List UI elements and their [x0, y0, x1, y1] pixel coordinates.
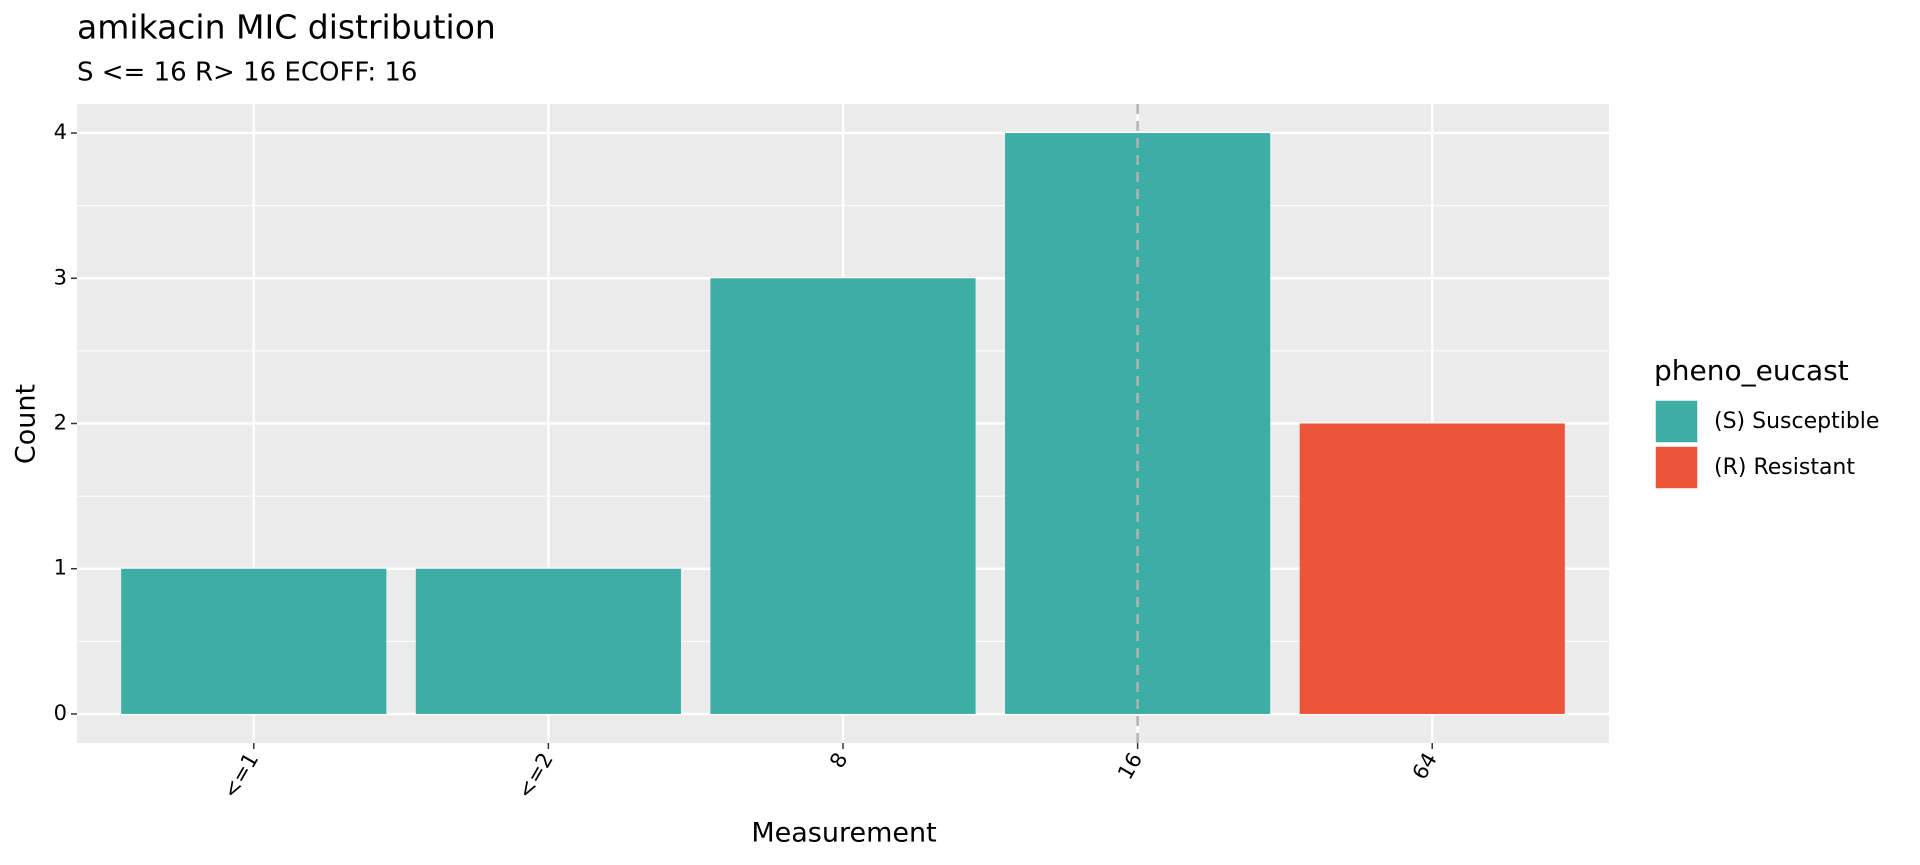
legend-label: (S) Susceptible — [1714, 409, 1879, 434]
y-tick-label: 0 — [54, 701, 67, 725]
chart-subtitle: S <= 16 R> 16 ECOFF: 16 — [77, 58, 417, 88]
legend-key — [1654, 445, 1699, 490]
x-tick-label: 64 — [1408, 749, 1442, 784]
chart-title: amikacin MIC distribution — [77, 8, 496, 47]
x-tick-label: 8 — [825, 749, 852, 773]
bar — [710, 278, 976, 714]
bar — [121, 568, 387, 714]
bar — [415, 568, 681, 714]
bar — [1299, 423, 1565, 714]
legend-label: (R) Resistant — [1714, 455, 1855, 480]
x-tick-label: 16 — [1113, 749, 1147, 784]
x-tick-label: <=2 — [513, 749, 558, 803]
legend-title: pheno_eucast — [1654, 354, 1849, 387]
y-tick-label: 3 — [54, 265, 67, 289]
bar — [1005, 133, 1271, 714]
y-axis-title: Count — [11, 384, 42, 464]
x-axis-title: Measurement — [751, 818, 936, 849]
y-tick-label: 4 — [54, 120, 67, 144]
y-tick-label: 1 — [54, 556, 67, 580]
x-tick-label: <=1 — [218, 749, 263, 803]
legend-key — [1654, 399, 1699, 444]
y-tick-label: 2 — [54, 411, 67, 435]
